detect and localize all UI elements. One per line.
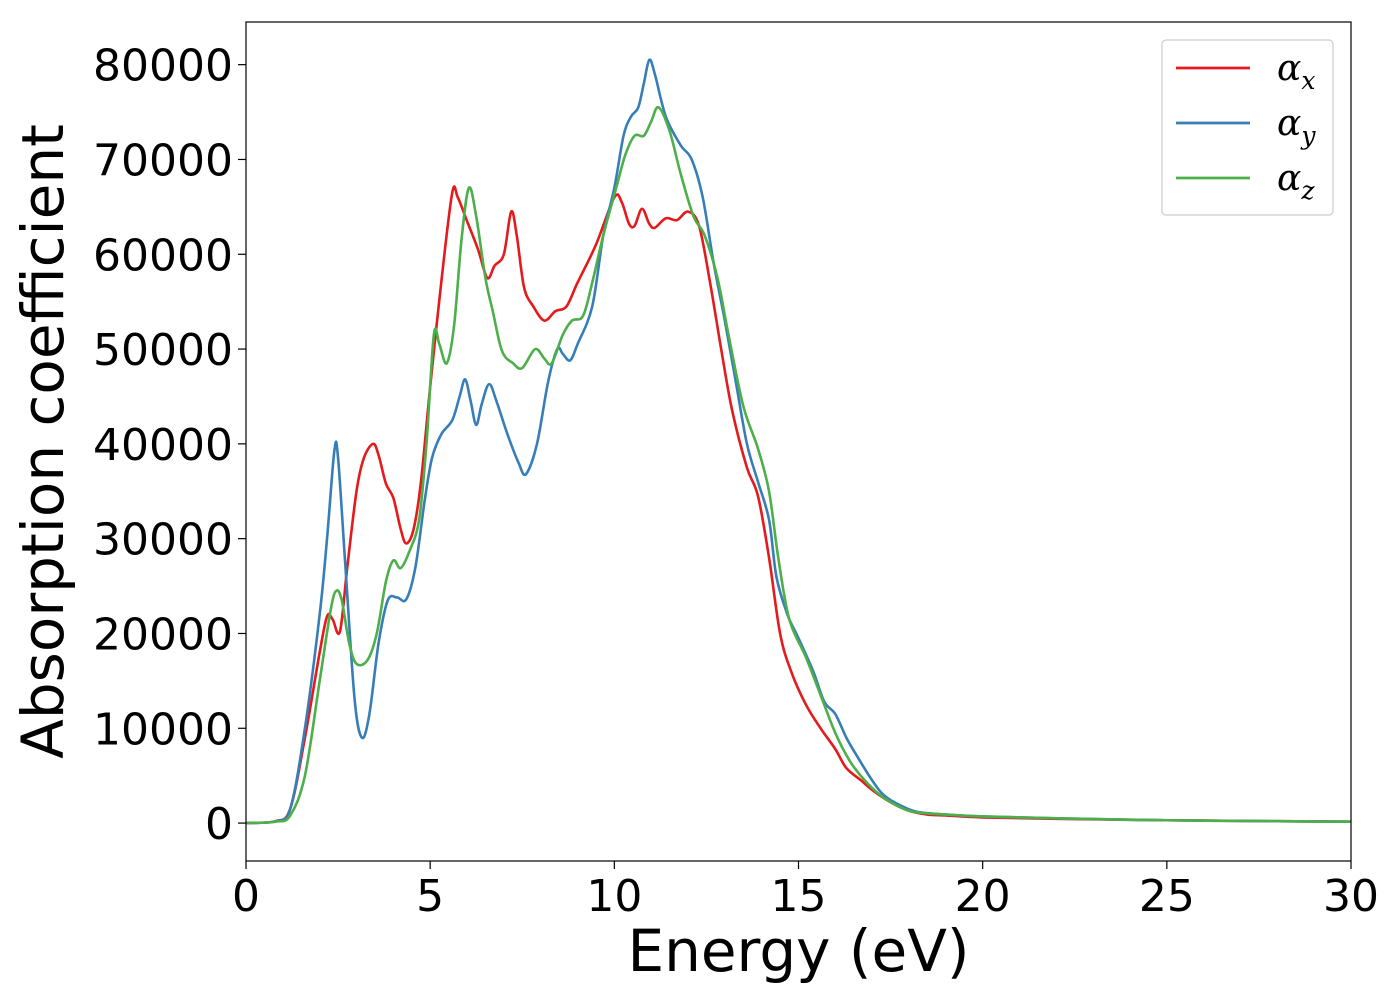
- x-tick-label: 0: [232, 871, 260, 922]
- y-tick-label: 50000: [93, 325, 233, 376]
- x-tick-label: 5: [416, 871, 444, 922]
- x-tick-label: 20: [955, 871, 1011, 922]
- y-tick-label: 80000: [93, 41, 233, 92]
- legend-box: [1161, 39, 1334, 216]
- y-tick-label: 70000: [93, 135, 233, 186]
- x-tick-label: 25: [1139, 871, 1195, 922]
- y-tick-label: 40000: [93, 420, 233, 471]
- x-tick-label: 15: [771, 871, 827, 922]
- y-tick-label: 60000: [93, 230, 233, 281]
- y-tick-label: 20000: [93, 609, 233, 660]
- series-layer: [246, 58, 1351, 825]
- y-tick-label: 0: [205, 799, 233, 850]
- y-axis-label: Absorption coefficient: [9, 124, 77, 759]
- x-tick-label: 30: [1323, 871, 1379, 922]
- x-ticks: 0 5 10 15 20 25 30: [232, 861, 1379, 922]
- y-ticks: 0 10000 20000 30000 40000 50000 60000 70000 8000…: [93, 41, 246, 850]
- series-line-x: [246, 185, 1351, 825]
- x-axis-label: Energy (eV): [627, 917, 969, 985]
- y-tick-label: 30000: [93, 515, 233, 566]
- series-line-y: [246, 58, 1351, 825]
- series-line-z: [246, 105, 1351, 825]
- y-tick-label: 10000: [93, 704, 233, 755]
- x-tick-label: 10: [586, 871, 642, 922]
